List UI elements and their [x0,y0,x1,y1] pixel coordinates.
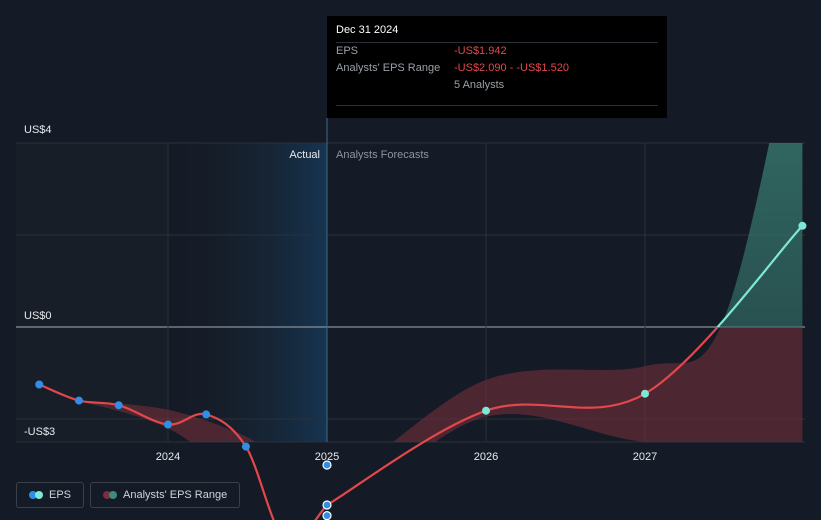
eps-actual-point [35,380,44,389]
actual-label: Actual [289,149,320,161]
eps-highlight-point [322,500,332,510]
eps-forecast-point [641,389,649,398]
eps-actual-point [114,401,123,410]
x-tick-label: 2025 [315,451,339,463]
eps-highlight-point [322,460,332,470]
tooltip-date: Dec 31 2024 [336,24,399,36]
legend-range-label: Analysts' EPS Range [123,489,228,501]
tooltip-range-value: -US$2.090 - -US$1.520 [454,62,569,74]
tooltip-analysts-count: 5 Analysts [454,79,505,91]
legend-range-button[interactable]: Analysts' EPS Range [90,482,241,508]
range-legend-icon [103,491,118,499]
eps-legend-icon [29,491,43,499]
tooltip-range-row: Analysts' EPS Range -US$2.090 - -US$1.52… [336,60,658,77]
actual-period-shade-left [16,143,168,442]
eps-actual-point [241,442,250,451]
eps-forecast-point [798,221,807,230]
x-tick-label: 2026 [474,451,498,463]
tooltip-eps-value: -US$1.942 [454,45,507,57]
tooltip-range-label: Analysts' EPS Range [336,62,441,74]
range-band-negative [78,327,803,442]
range-band-positive [720,143,803,327]
chart-legend: EPS Analysts' EPS Range [16,482,241,508]
eps-highlight-point [322,511,332,520]
forecast-label: Analysts Forecasts [336,149,429,161]
eps-line-1 [326,327,720,506]
y-tick-label: -US$3 [24,426,55,438]
eps-actual-point [202,410,211,419]
legend-eps-label: EPS [49,489,72,501]
y-tick-label: US$4 [24,124,52,136]
legend-eps-button[interactable]: EPS [16,482,85,508]
range-band-group [78,143,803,442]
tooltip-analysts-row: 5 Analysts [336,77,658,106]
eps-actual-point [74,396,83,405]
eps-actual-point [164,420,172,429]
hover-tooltip: Dec 31 2024 EPS -US$1.942 Analysts' EPS … [327,16,667,118]
eps-line-0 [38,383,328,520]
y-tick-label: US$0 [24,310,52,322]
tooltip-eps-label: EPS [336,45,359,57]
x-tick-label: 2027 [633,451,657,463]
actual-period-shade [168,143,327,442]
tooltip-eps-row: EPS -US$1.942 [336,42,658,60]
eps-line-positive [716,225,804,327]
eps-forecast-point [482,406,490,415]
x-tick-label: 2024 [156,451,180,463]
